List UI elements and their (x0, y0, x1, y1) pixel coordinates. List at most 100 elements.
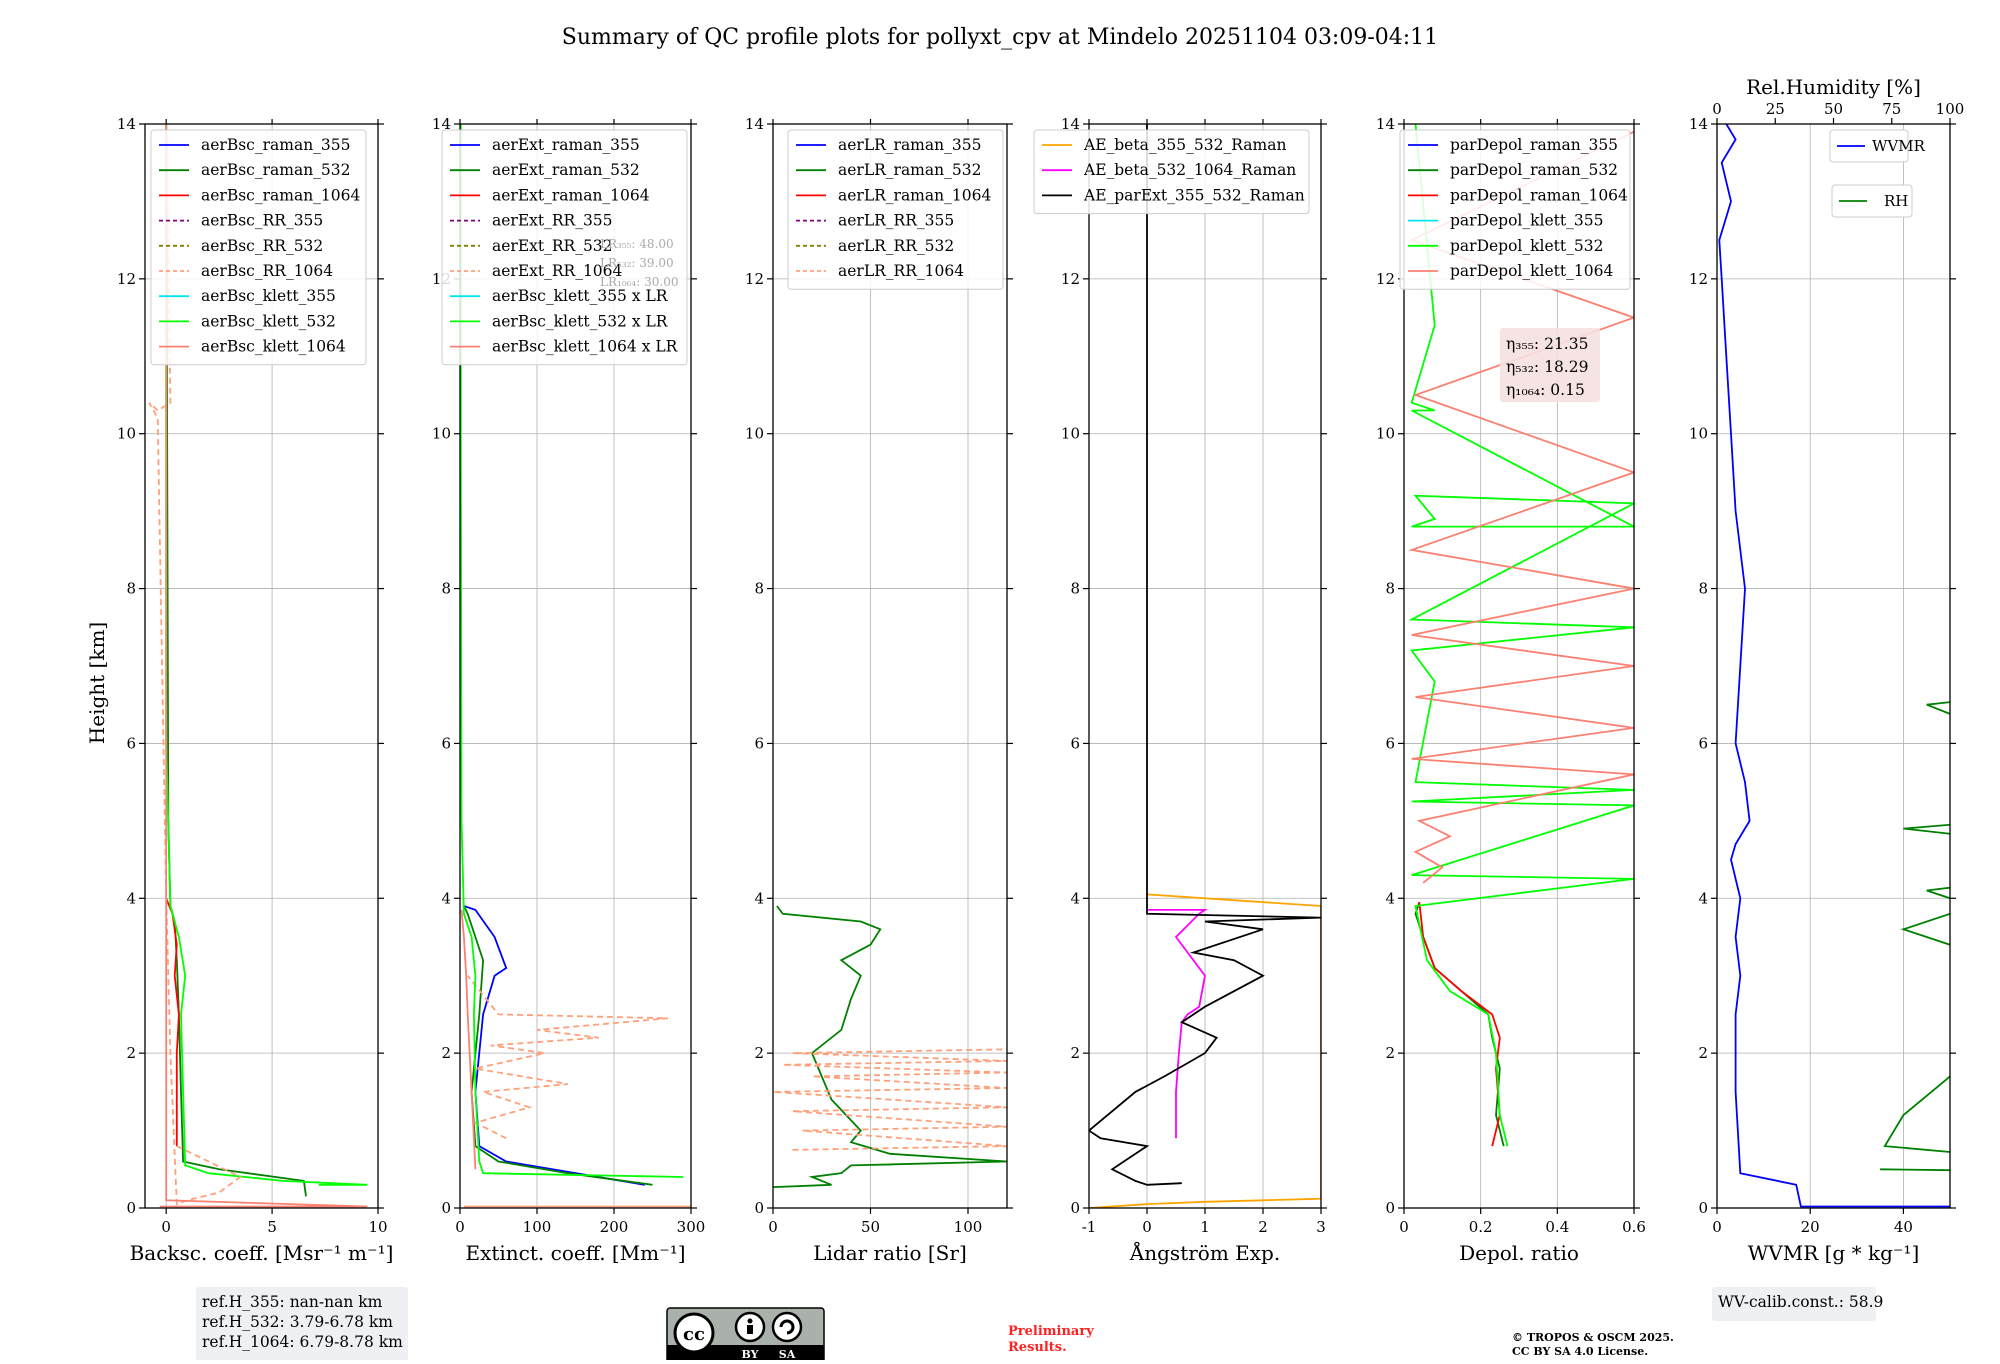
series-line-aerbsc-klett-532 (165, 124, 368, 1186)
lidar-ratio-label: LR₃₅₅: 48.00 (600, 237, 674, 251)
x-tick-label: 20 (1801, 1218, 1820, 1236)
y-tick-label: 0 (754, 1199, 764, 1217)
legend: aerExt_raman_355 aerExt_raman_532 aerExt_r… (441, 129, 688, 366)
x-tick-label: 0 (1142, 1218, 1152, 1236)
plot-frame (1716, 123, 1951, 1209)
x-tick-label: 200 (600, 1218, 629, 1236)
series-line-aerext-raman-355 (463, 905, 645, 1186)
legend-entry: aerLR_raman_1064 (838, 186, 991, 204)
legend-entry: parDepol_raman_355 (1450, 136, 1618, 154)
y-tick-label: 12 (745, 270, 764, 288)
y-tick-label: 6 (1698, 734, 1708, 752)
top-x-tick-label: 0 (1712, 100, 1722, 118)
by-text: BY (742, 1348, 759, 1360)
plot-frame (144, 123, 379, 1209)
y-tick-label: 8 (754, 580, 764, 598)
series-line-aerbsc-klett-1064 (159, 124, 368, 1208)
legend: parDepol_raman_355 parDepol_raman_532 parD… (1399, 129, 1631, 290)
plot-frame (772, 123, 1008, 1209)
series-line-aerbsc-klett-532-x-lr (460, 124, 684, 1178)
figure-title: Summary of QC profile plots for pollyxt_… (562, 25, 1438, 50)
sa-share-arrow (779, 1319, 795, 1335)
top-x-tick-label: 50 (1824, 100, 1843, 118)
legend-entry: aerExt_raman_355 (492, 136, 640, 154)
series-line-ae-beta-355-532-raman (1089, 893, 1321, 1208)
y-tick-label: 2 (1385, 1044, 1395, 1062)
x-tick-label: 0 (1712, 1218, 1722, 1236)
info-label: ref.H_1064: 6.79-8.78 km (202, 1333, 403, 1351)
x-tick-label: 0 (768, 1218, 778, 1236)
by-person-head (747, 1318, 753, 1324)
y-tick-label: 6 (1070, 734, 1080, 752)
series-line-wvmr (1718, 124, 1950, 1208)
series-line-aerlr-rr-1064 (773, 1048, 1007, 1151)
x-tick-label: 5 (267, 1218, 277, 1236)
sa-share-icon (771, 1311, 803, 1343)
y-tick-label: 4 (126, 889, 136, 907)
y-tick-label: 8 (126, 580, 136, 598)
info-label: ref.H_532: 3.79-6.78 km (202, 1313, 393, 1331)
legend-entry: aerBsc_raman_532 (201, 161, 351, 179)
sa-text: SA (779, 1348, 796, 1360)
cc-license-badge: cc BY SA (666, 1307, 825, 1363)
series-line-pardepol-raman-1064 (1418, 902, 1501, 1147)
y-tick-label: 0 (1070, 1199, 1080, 1217)
x-tick-label: 0 (455, 1218, 465, 1236)
legend-entry: aerBsc_raman_1064 (201, 186, 361, 204)
legend: aerBsc_raman_355 aerBsc_raman_532 aerBsc_r… (150, 129, 367, 366)
legend-entry: aerBsc_klett_1064 x LR (492, 338, 679, 356)
legend-box (1829, 129, 1909, 163)
legend-entry: WVMR (1872, 137, 1926, 155)
x-axis-label: WVMR [g * kg⁻¹] (1748, 1241, 1920, 1265)
legend-entry: aerExt_raman_532 (492, 161, 640, 179)
series-line-pardepol-klett-532 (1408, 124, 1634, 1147)
x-tick-label: 0 (161, 1218, 171, 1236)
legend-entry: aerBsc_klett_532 x LR (492, 312, 669, 330)
y-tick-label: 10 (1689, 425, 1708, 443)
y-tick-label: 2 (126, 1044, 136, 1062)
series-group (1089, 124, 1321, 1208)
x-tick-label: 1 (1200, 1218, 1210, 1236)
y-tick-label: 14 (1061, 115, 1080, 133)
legend-box (150, 129, 367, 366)
y-tick-label: 14 (117, 115, 136, 133)
legend: aerLR_raman_355 aerLR_raman_532 aerLR_rama… (787, 129, 1004, 290)
y-tick-label: 8 (1385, 580, 1395, 598)
y-tick-label: 6 (754, 734, 764, 752)
legend-entry: AE_beta_355_532_Raman (1083, 136, 1286, 154)
legend-box (1033, 129, 1310, 215)
y-tick-label: 14 (432, 115, 451, 133)
series-group (773, 905, 1007, 1188)
legend-entry: aerExt_RR_532 (492, 237, 613, 255)
legend-entry: RH (1884, 192, 1908, 210)
y-tick-label: 2 (1070, 1044, 1080, 1062)
y-tick-label: 6 (126, 734, 136, 752)
series-line-ae-beta-532-1064-raman (1147, 909, 1208, 1139)
legend-entry: parDepol_klett_532 (1450, 237, 1603, 255)
y-tick-label: 4 (1070, 889, 1080, 907)
legend: AE_beta_355_532_Raman AE_beta_532_1064_Ra… (1033, 129, 1310, 215)
x-tick-label: 10 (368, 1218, 387, 1236)
y-tick-label: 8 (1698, 580, 1708, 598)
legend-entry: aerBsc_RR_355 (201, 212, 323, 230)
y-tick-label: 14 (1689, 115, 1708, 133)
legend-box (441, 129, 688, 366)
copyright-line-1: © TROPOS & OSCM 2025. (1512, 1331, 1674, 1344)
y-tick-label: 8 (1070, 580, 1080, 598)
lidar-ratio-label: LR₅₃₂: 39.00 (600, 256, 674, 270)
legend-box (787, 129, 1004, 290)
series-line-rh (1880, 701, 1950, 1172)
x-tick-label: 0 (1399, 1218, 1409, 1236)
lidar-ratio-label: LR₁₀₆₄: 30.00 (600, 275, 678, 289)
x-axis-label: Depol. ratio (1459, 1241, 1579, 1265)
y-tick-label: 4 (1385, 889, 1395, 907)
legend-entry: aerLR_raman_355 (838, 136, 981, 154)
legend-entry: parDepol_klett_1064 (1450, 262, 1613, 280)
x-tick-label: 300 (677, 1218, 706, 1236)
legend-entry: aerLR_RR_355 (838, 212, 954, 230)
legend-wvmr: WVMR (1829, 129, 1926, 163)
y-tick-label: 0 (1698, 1199, 1708, 1217)
series-line-aerlr-raman-532 (773, 905, 1007, 1188)
